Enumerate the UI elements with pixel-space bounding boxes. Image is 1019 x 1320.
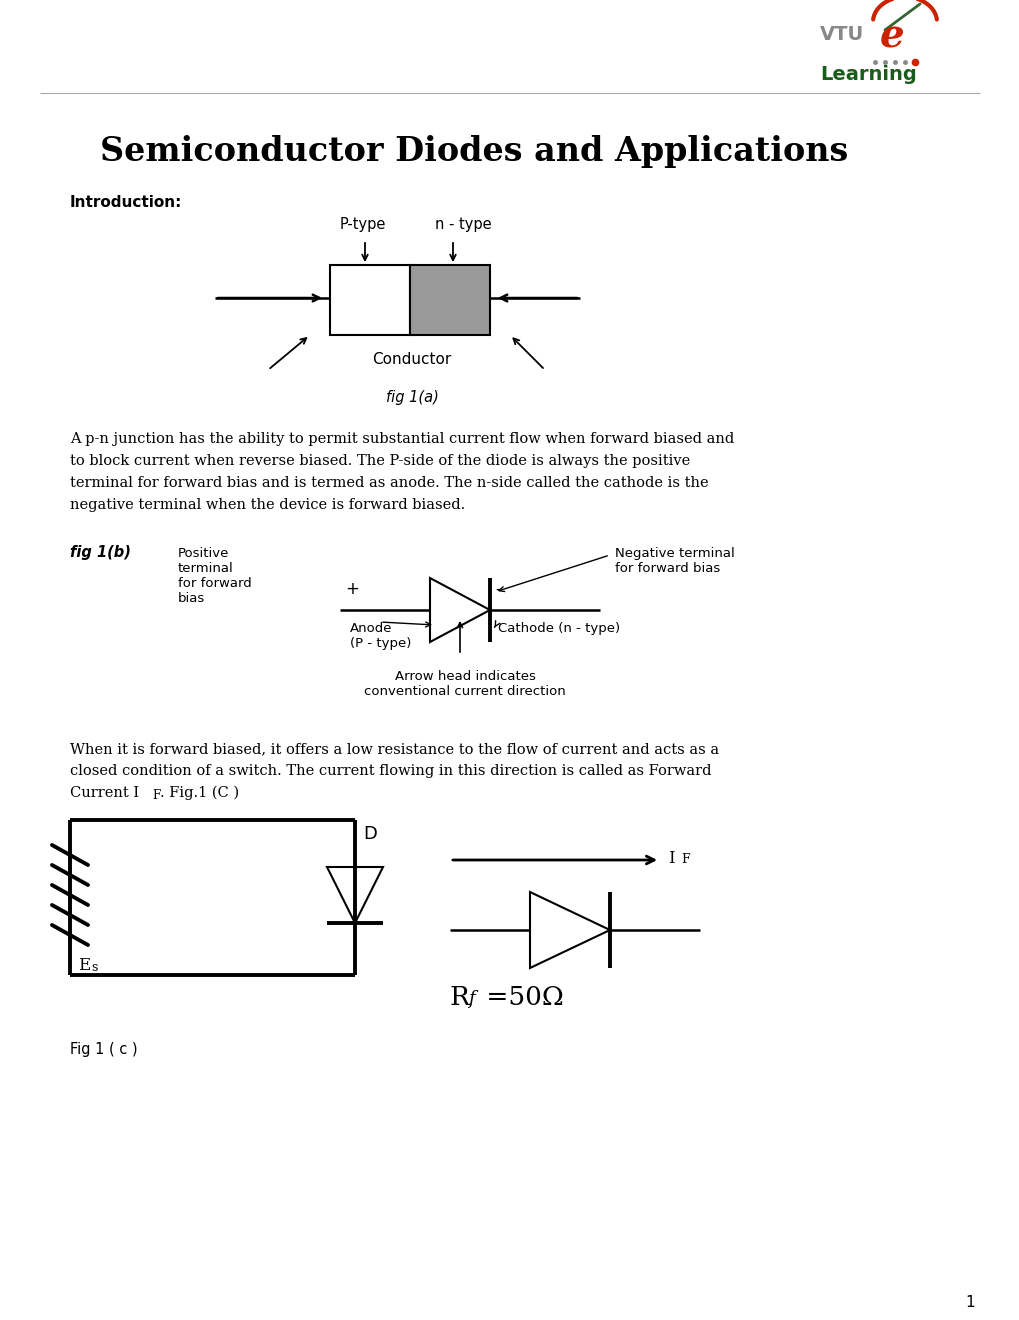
- Text: fig 1(a): fig 1(a): [385, 389, 438, 405]
- Text: terminal for forward bias and is termed as anode. The n-side called the cathode : terminal for forward bias and is termed …: [70, 477, 708, 490]
- Text: Introduction:: Introduction:: [70, 195, 182, 210]
- Text: =50Ω: =50Ω: [478, 985, 564, 1010]
- Text: Positive
terminal
for forward
bias: Positive terminal for forward bias: [178, 546, 252, 605]
- Text: Arrow head indicates
conventional current direction: Arrow head indicates conventional curren…: [364, 671, 566, 698]
- Polygon shape: [327, 867, 382, 923]
- Text: Semiconductor Diodes and Applications: Semiconductor Diodes and Applications: [100, 135, 848, 168]
- Bar: [330, 265, 410, 335]
- Text: F: F: [152, 789, 160, 803]
- Text: Learning: Learning: [819, 65, 916, 84]
- Text: R: R: [449, 985, 470, 1010]
- Text: Conductor: Conductor: [372, 352, 451, 367]
- Text: . Fig.1 (C ): . Fig.1 (C ): [160, 785, 238, 800]
- Bar: [410, 265, 489, 335]
- Text: negative terminal when the device is forward biased.: negative terminal when the device is for…: [70, 498, 465, 512]
- Polygon shape: [530, 892, 609, 968]
- Text: VTU: VTU: [819, 25, 863, 44]
- Text: E: E: [77, 957, 90, 974]
- Text: f: f: [468, 990, 474, 1008]
- Text: n - type: n - type: [434, 216, 491, 232]
- Text: Negative terminal
for forward bias: Negative terminal for forward bias: [614, 546, 734, 576]
- Text: Current I: Current I: [70, 785, 139, 800]
- Text: Anode
(P - type): Anode (P - type): [350, 622, 411, 649]
- Polygon shape: [430, 578, 489, 642]
- Text: D: D: [363, 825, 376, 843]
- Text: F: F: [681, 853, 689, 866]
- Text: to block current when reverse biased. The P-side of the diode is always the posi: to block current when reverse biased. Th…: [70, 454, 690, 469]
- Text: Fig 1 ( c ): Fig 1 ( c ): [70, 1041, 138, 1057]
- Text: A p-n junction has the ability to permit substantial current flow when forward b: A p-n junction has the ability to permit…: [70, 432, 734, 446]
- Text: e: e: [879, 18, 904, 55]
- Text: closed condition of a switch. The current flowing in this direction is called as: closed condition of a switch. The curren…: [70, 764, 711, 777]
- Text: -: -: [494, 579, 500, 598]
- Text: +: +: [344, 579, 359, 598]
- Text: Cathode (n - type): Cathode (n - type): [497, 622, 620, 635]
- Text: P-type: P-type: [339, 216, 386, 232]
- Text: When it is forward biased, it offers a low resistance to the flow of current and: When it is forward biased, it offers a l…: [70, 742, 718, 756]
- Text: 1: 1: [964, 1295, 974, 1309]
- Text: s: s: [91, 961, 97, 974]
- Text: I: I: [667, 850, 674, 867]
- Text: fig 1(b): fig 1(b): [70, 545, 130, 560]
